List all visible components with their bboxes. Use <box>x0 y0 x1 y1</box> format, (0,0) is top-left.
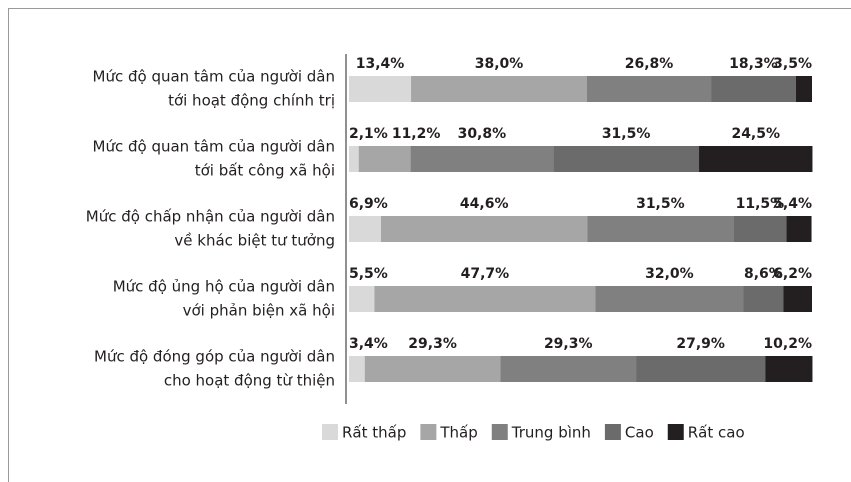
category-label: Mức độ quan tâm của người dân <box>93 68 335 86</box>
legend-label: Rất cao <box>688 424 745 442</box>
legend-label: Thấp <box>439 424 477 442</box>
legend-label: Trung bình <box>511 424 591 442</box>
category-label: về khác biệt tư tưởng <box>174 232 335 250</box>
legend-label: Cao <box>625 424 654 442</box>
value-label: 31,5% <box>602 126 651 142</box>
value-label: 3,4% <box>349 336 388 352</box>
bar-segment <box>349 76 412 102</box>
value-label: 8,6% <box>744 266 783 282</box>
bar-segment <box>733 216 787 242</box>
legend-label: Rất thấp <box>342 424 406 442</box>
bar-segment <box>711 76 796 102</box>
value-label: 2,1% <box>349 126 388 142</box>
category-label: Mức độ chấp nhận của người dân <box>86 208 335 226</box>
bar-segment <box>411 76 587 102</box>
bar-segment <box>349 146 359 172</box>
legend-swatch <box>491 424 508 440</box>
value-label: 6,2% <box>773 266 812 282</box>
bar-segment <box>795 76 812 102</box>
bar-segment <box>595 286 744 312</box>
bar-segment <box>765 356 813 382</box>
legend-swatch <box>667 424 684 440</box>
value-label: 11,2% <box>392 126 441 142</box>
value-label: 29,3% <box>544 336 593 352</box>
value-label: 5,4% <box>773 196 812 212</box>
bar-segment <box>380 216 588 242</box>
value-label: 10,2% <box>763 336 812 352</box>
value-label: 5,5% <box>349 266 388 282</box>
bar-segment <box>358 146 411 172</box>
value-label: 47,7% <box>461 266 510 282</box>
bar-segment <box>783 286 812 312</box>
value-label: 44,6% <box>460 196 509 212</box>
value-label: 32,0% <box>645 266 694 282</box>
bar-segment <box>587 216 734 242</box>
category-label: Mức độ quan tâm của người dân <box>93 138 335 156</box>
value-label: 29,3% <box>408 336 457 352</box>
category-label: Mức độ đóng góp của người dân <box>94 348 335 366</box>
bar-segment <box>586 76 712 102</box>
category-label: tới hoạt động chính trị <box>168 92 335 110</box>
value-label: 38,0% <box>475 56 524 72</box>
legend-swatch <box>322 424 338 440</box>
bar-segment <box>374 286 596 312</box>
bar-segment <box>500 356 637 382</box>
bar-segment <box>349 356 365 382</box>
value-label: 27,9% <box>676 336 725 352</box>
bar-segment <box>364 356 501 382</box>
value-label: 24,5% <box>731 126 780 142</box>
value-label: 31,5% <box>636 196 685 212</box>
bar-segment <box>349 216 381 242</box>
legend-swatch <box>420 424 437 440</box>
bar-segment <box>349 286 375 312</box>
value-label: 3,5% <box>773 56 812 72</box>
bar-segment <box>553 146 700 172</box>
value-label: 30,8% <box>458 126 507 142</box>
value-label: 13,4% <box>356 56 405 72</box>
category-label: với phản biện xã hội <box>183 302 335 320</box>
frame <box>8 8 851 482</box>
value-label: 6,9% <box>349 196 388 212</box>
bar-segment <box>699 146 813 172</box>
bar-segment <box>743 286 784 312</box>
legend-swatch <box>604 424 621 440</box>
category-label: Mức độ ủng hộ của người dân <box>113 278 335 296</box>
bar-segment <box>410 146 554 172</box>
bar-segment <box>636 356 766 382</box>
category-label: cho hoạt động từ thiện <box>164 372 335 390</box>
category-label: tới bất công xã hội <box>195 162 335 180</box>
value-label: 26,8% <box>625 56 674 72</box>
value-label: 11,5% <box>736 196 785 212</box>
value-label: 18,3% <box>729 56 778 72</box>
bar-segment <box>786 216 812 242</box>
